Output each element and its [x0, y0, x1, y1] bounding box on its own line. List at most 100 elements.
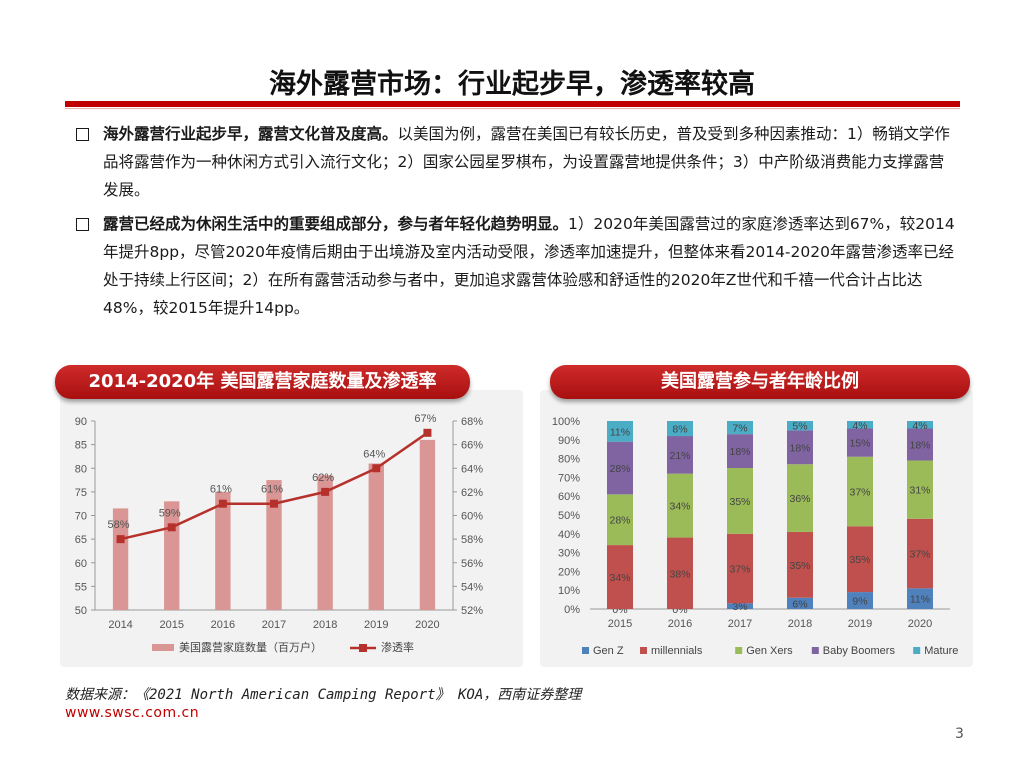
- y-tick-label-left: 50: [75, 605, 87, 617]
- segment-label: 37%: [729, 564, 750, 576]
- segment-label: 9%: [852, 596, 867, 608]
- y-tick-label-right: 62%: [461, 487, 483, 499]
- x-tick-label: 2018: [788, 618, 812, 630]
- y-tick-label-left: 80: [75, 463, 87, 475]
- stack-segment: [847, 526, 873, 593]
- title-rule-thin: [65, 108, 960, 109]
- x-tick-label: 2017: [262, 619, 286, 631]
- bullet-text: 以美国为例，露营在美国已有较长历史，普及受到多种因素推动：1）畅销文学作品将露营…: [103, 125, 950, 199]
- penetration-label: 59%: [159, 507, 181, 519]
- legend-swatch: [811, 647, 819, 654]
- segment-label: 37%: [849, 487, 870, 499]
- bar-households: [317, 475, 333, 610]
- penetration-label: 67%: [414, 413, 436, 425]
- y-tick-label-left: 90: [75, 416, 87, 428]
- website-link[interactable]: www.swsc.com.cn: [65, 705, 200, 721]
- y-tick-label-right: 52%: [461, 605, 483, 617]
- left-chart-title: 2014-2020年 美国露营家庭数量及渗透率: [55, 365, 470, 399]
- segment-label: 34%: [609, 572, 630, 584]
- stack-segment: [667, 473, 693, 538]
- bar-households: [215, 491, 231, 610]
- legend-label: Mature: [924, 645, 958, 657]
- x-tick-label: 2015: [608, 618, 632, 630]
- segment-label: 3%: [732, 601, 747, 613]
- y-tick-label-left: 55: [75, 581, 87, 593]
- stack-segment: [787, 421, 813, 431]
- segment-label: 18%: [909, 440, 930, 452]
- stack-segment: [667, 537, 693, 609]
- penetration-label: 64%: [363, 448, 385, 460]
- bullet-list: 海外露营行业起步早，露营文化普及度高。以美国为例，露营在美国已有较长历史，普及受…: [75, 120, 955, 328]
- legend-label: Gen Z: [593, 645, 624, 657]
- stack-segment: [907, 588, 933, 609]
- x-tick-label: 2019: [848, 618, 872, 630]
- stack-segment: [667, 436, 693, 474]
- legend-label: millennials: [651, 645, 703, 657]
- stack-segment: [727, 434, 753, 468]
- y-tick-label-left: 60: [75, 558, 87, 570]
- bullet-heading: 露营已经成为休闲生活中的重要组成部分，参与者年轻化趋势明显。: [103, 215, 569, 233]
- segment-label: 6%: [792, 598, 807, 610]
- x-tick-label: 2020: [908, 618, 932, 630]
- age-share-chart: 0%10%20%30%40%50%60%70%80%90%100%0%34%28…: [552, 416, 959, 657]
- penetration-label: 58%: [108, 519, 130, 531]
- legend-label-households: 美国露营家庭数量（百万户）: [179, 640, 322, 654]
- stack-segment: [847, 428, 873, 457]
- y-tick-label: 70%: [558, 472, 580, 484]
- stack-segment: [907, 428, 933, 461]
- household-penetration-chart: 50 55 60 65 70 75 80 85 90 52% 54% 56% 58% 60% 62% 64% 6…: [75, 413, 483, 654]
- segment-label: 31%: [909, 485, 930, 497]
- legend-swatch: [640, 647, 647, 654]
- y-tick-label-right: 58%: [461, 534, 483, 546]
- penetration-marker: [116, 535, 125, 544]
- segment-label: 18%: [729, 446, 750, 458]
- segment-label: 4%: [912, 420, 927, 432]
- x-tick-label: 2015: [159, 619, 183, 631]
- y-tick-label: 40%: [558, 529, 580, 541]
- y-tick-label-left: 75: [75, 487, 87, 499]
- segment-label: 28%: [609, 463, 630, 475]
- penetration-marker: [218, 499, 227, 508]
- penetration-label: 61%: [210, 484, 232, 496]
- bullet-box-icon: [76, 218, 89, 231]
- legend-swatch: [582, 647, 589, 654]
- bar-households: [112, 508, 129, 610]
- x-tick-label: 2018: [313, 619, 337, 631]
- penetration-label: 62%: [312, 472, 334, 484]
- segment-label: 18%: [789, 442, 810, 454]
- y-tick-label: 10%: [558, 585, 580, 597]
- bullet-item: 露营已经成为休闲生活中的重要组成部分，参与者年轻化趋势明显。1）2020年美国露…: [75, 210, 955, 322]
- y-tick-label: 20%: [558, 566, 580, 578]
- x-tick-label: 2016: [211, 619, 235, 631]
- bar-households: [368, 463, 384, 610]
- penetration-marker: [321, 487, 330, 496]
- source-note: 数据来源：《2021 North American Camping Report…: [65, 687, 582, 703]
- segment-label: 21%: [669, 450, 690, 462]
- y-tick-label-left: 85: [75, 440, 87, 452]
- y-tick-label-left: 70: [75, 511, 87, 523]
- segment-label: 38%: [669, 568, 690, 580]
- y-tick-label: 0%: [564, 604, 580, 616]
- stack-segment: [907, 460, 933, 519]
- legend-label: Baby Boomers: [823, 645, 896, 657]
- segment-label: 35%: [789, 560, 810, 572]
- legend-swatch: [913, 647, 921, 654]
- stack-segment: [847, 421, 873, 429]
- stack-segment: [727, 603, 753, 609]
- stack-segment: [847, 456, 873, 527]
- y-tick-label: 80%: [558, 454, 580, 466]
- stack-segment: [727, 421, 753, 435]
- bullet-item: 海外露营行业起步早，露营文化普及度高。以美国为例，露营在美国已有较长历史，普及受…: [75, 120, 955, 204]
- y-tick-label-right: 60%: [461, 511, 483, 523]
- stack-segment: [607, 421, 633, 442]
- segment-label: 35%: [849, 554, 870, 566]
- stack-segment: [787, 597, 813, 609]
- stack-segment: [847, 592, 873, 609]
- y-tick-label: 100%: [552, 416, 580, 428]
- penetration-label: 61%: [261, 484, 283, 496]
- segment-label: 7%: [732, 423, 747, 435]
- left-chart-panel: [60, 390, 523, 667]
- y-tick-label-left: 65: [75, 534, 87, 546]
- stack-segment: [667, 421, 693, 437]
- legend-label: Gen Xers: [746, 645, 793, 657]
